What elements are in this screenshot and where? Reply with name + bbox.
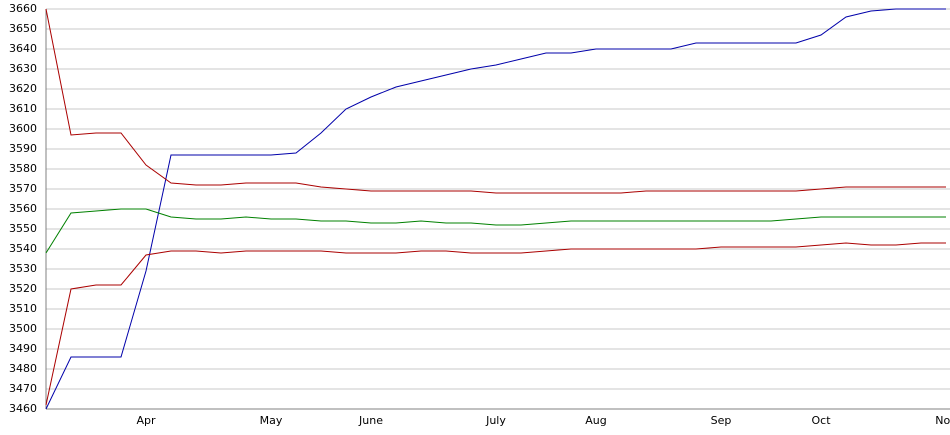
y-tick-label: 3550	[9, 222, 37, 235]
y-tick-label: 3460	[9, 402, 37, 415]
y-tick-label: 3590	[9, 142, 37, 155]
x-tick-label: June	[358, 414, 383, 427]
y-tick-label: 3580	[9, 162, 37, 175]
y-tick-label: 3530	[9, 262, 37, 275]
y-tick-label: 3470	[9, 382, 37, 395]
y-tick-label: 3660	[9, 2, 37, 15]
line-series	[45, 8, 946, 194]
y-tick-label: 3620	[9, 82, 37, 95]
y-tick-label: 3490	[9, 342, 37, 355]
y-tick-label: 3630	[9, 62, 37, 75]
y-tick-label: 3640	[9, 42, 37, 55]
y-tick-label: 3600	[9, 122, 37, 135]
y-tick-label: 3560	[9, 202, 37, 215]
x-tick-label: Aug	[585, 414, 606, 427]
y-tick-label: 3510	[9, 302, 37, 315]
y-tick-label: 3540	[9, 242, 37, 255]
y-tick-label: 3610	[9, 102, 37, 115]
y-tick-label: 3500	[9, 322, 37, 335]
y-tick-label: 3650	[9, 22, 37, 35]
x-tick-label: July	[485, 414, 506, 427]
x-tick-label: Apr	[136, 414, 156, 427]
x-tick-label: May	[260, 414, 283, 427]
x-tick-label: Nov	[935, 414, 950, 427]
y-tick-label: 3570	[9, 182, 37, 195]
line-series	[45, 242, 946, 406]
x-tick-label: Oct	[811, 414, 831, 427]
line-series	[45, 208, 946, 254]
y-tick-label: 3520	[9, 282, 37, 295]
y-tick-label: 3480	[9, 362, 37, 375]
x-tick-label: Sep	[711, 414, 732, 427]
line-series	[45, 8, 946, 410]
